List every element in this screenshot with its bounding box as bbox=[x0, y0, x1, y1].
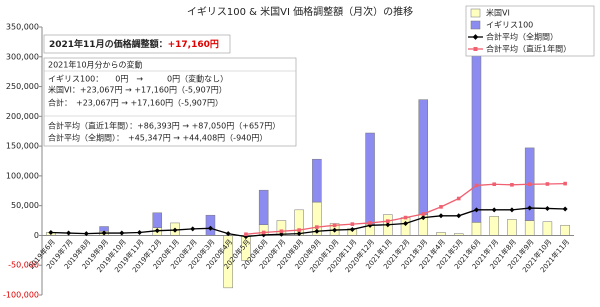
marker bbox=[314, 228, 320, 234]
marker bbox=[439, 205, 443, 209]
change-row: 合計： +23,067円 → +17,160円（-5,907円） bbox=[48, 98, 223, 108]
y-tick-label: -50,000 bbox=[8, 261, 39, 270]
bar bbox=[471, 222, 482, 236]
marker bbox=[137, 229, 143, 235]
marker bbox=[438, 213, 444, 219]
marker bbox=[332, 227, 338, 233]
change-row: 合計平均（全期間）： +45,347円 → +44,408円（-940円） bbox=[48, 133, 267, 143]
marker bbox=[403, 215, 408, 220]
bar bbox=[524, 220, 535, 236]
y-tick-label: 150,000 bbox=[6, 142, 39, 151]
marker bbox=[66, 230, 72, 236]
marker bbox=[510, 183, 514, 187]
marker bbox=[190, 226, 196, 232]
chart-title: イギリス100 & 米国VI 価格調整額（月次）の推移 bbox=[187, 5, 413, 18]
y-tick-label: 100,000 bbox=[6, 171, 39, 180]
bar bbox=[258, 189, 269, 225]
marker bbox=[385, 222, 391, 228]
marker bbox=[403, 221, 409, 227]
bar bbox=[205, 214, 216, 236]
marker bbox=[332, 223, 337, 228]
marker bbox=[225, 231, 231, 237]
legend-swatch bbox=[470, 8, 481, 18]
headline-value: +17,160円 bbox=[168, 39, 219, 50]
marker bbox=[545, 182, 550, 186]
line bbox=[50, 207, 566, 238]
legend-label: 合計平均（全期間） bbox=[486, 32, 558, 42]
bar bbox=[418, 99, 429, 215]
change-row: 米国VI：+23,067円 → +17,160円（-5,907円） bbox=[48, 85, 227, 95]
headline: 2021年11月の価格調整額：+17,160円 bbox=[49, 38, 219, 50]
marker bbox=[473, 207, 479, 213]
marker bbox=[154, 228, 160, 234]
legend-label: 合計平均（直近1年間） bbox=[486, 44, 571, 54]
marker bbox=[296, 231, 302, 237]
marker bbox=[527, 205, 533, 211]
y-tick-label: 250,000 bbox=[6, 82, 39, 91]
marker bbox=[350, 222, 355, 226]
marker bbox=[83, 231, 89, 237]
marker bbox=[315, 225, 319, 229]
marker bbox=[474, 183, 479, 188]
marker bbox=[386, 219, 390, 223]
legend-label: イギリス100 bbox=[486, 21, 533, 30]
change-box bbox=[43, 57, 297, 147]
marker bbox=[207, 225, 213, 231]
bar bbox=[489, 216, 499, 236]
bar bbox=[542, 221, 553, 236]
bar bbox=[99, 226, 109, 232]
bar bbox=[507, 219, 517, 236]
marker bbox=[544, 205, 550, 211]
marker bbox=[456, 213, 462, 219]
marker bbox=[456, 196, 461, 201]
marker bbox=[349, 226, 355, 232]
change-row: イギリス100： 0円 → 0円（変動なし） bbox=[48, 74, 228, 84]
y-tick-label: 200,000 bbox=[6, 112, 39, 121]
headline-box bbox=[43, 34, 231, 54]
marker bbox=[297, 228, 301, 232]
marker bbox=[491, 207, 497, 213]
marker bbox=[563, 181, 567, 186]
marker bbox=[119, 230, 125, 236]
bar bbox=[152, 212, 163, 228]
marker bbox=[509, 207, 515, 213]
marker bbox=[261, 230, 266, 235]
bar bbox=[312, 158, 322, 203]
marker bbox=[48, 229, 54, 235]
marker bbox=[101, 230, 107, 236]
marker bbox=[244, 232, 248, 237]
legend-swatch bbox=[470, 20, 481, 30]
marker bbox=[368, 221, 372, 225]
bar bbox=[400, 217, 411, 236]
marker bbox=[421, 212, 426, 216]
y-tick-label: 0 bbox=[34, 231, 39, 240]
y-tick-label: 350,000 bbox=[6, 23, 39, 32]
y-tick-label: 300,000 bbox=[6, 52, 39, 61]
marker bbox=[172, 227, 178, 233]
marker bbox=[420, 215, 426, 221]
legend-box bbox=[465, 5, 595, 57]
change-row: 合計平均（直近1年間）：+86,393円 → +87,050円（+657円） bbox=[48, 121, 280, 131]
headline-label: 2021年11月の価格調整額： bbox=[49, 38, 168, 50]
y-tick-label: 50,000 bbox=[11, 201, 39, 210]
y-tick-label: -100,000 bbox=[3, 291, 39, 300]
marker bbox=[492, 182, 496, 187]
marker bbox=[562, 206, 568, 212]
marker bbox=[279, 229, 284, 234]
legend-marker bbox=[473, 47, 478, 51]
change-heading: 2021年10月分からの変動 bbox=[48, 60, 143, 70]
bar bbox=[560, 224, 570, 236]
bar bbox=[471, 55, 482, 223]
legend-label: 米国VI bbox=[486, 8, 510, 18]
marker bbox=[527, 182, 532, 187]
bar bbox=[365, 132, 375, 225]
